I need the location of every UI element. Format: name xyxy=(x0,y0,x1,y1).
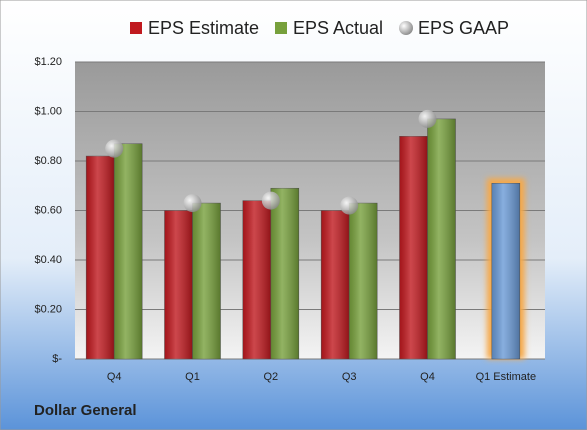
bar-shade xyxy=(321,210,350,359)
bar-shade xyxy=(270,188,299,359)
bar-shade xyxy=(192,203,221,359)
y-tick-label: $- xyxy=(52,353,62,365)
bar-shade xyxy=(114,143,143,359)
gaap-marker xyxy=(418,109,437,128)
legend-marker xyxy=(399,21,413,35)
y-tick-label: $0.60 xyxy=(34,204,62,216)
gaap-marker xyxy=(261,191,280,210)
x-tick-label: Q1 xyxy=(185,371,200,383)
x-tick-label: Q3 xyxy=(342,371,357,383)
bar-shade xyxy=(164,210,193,359)
legend-marker xyxy=(130,22,142,34)
gaap-marker xyxy=(340,196,359,215)
legend-label: EPS Estimate xyxy=(148,18,259,38)
y-tick-label: $0.40 xyxy=(34,254,62,266)
legend-marker xyxy=(275,22,287,34)
bar-shade xyxy=(427,118,456,359)
bar-shade xyxy=(242,200,271,359)
gaap-marker xyxy=(183,194,202,213)
x-tick-label: Q4 xyxy=(420,371,435,383)
y-tick-label: $0.20 xyxy=(34,303,62,315)
x-tick-label: Q4 xyxy=(107,371,122,383)
footer: Dollar General xyxy=(34,402,137,419)
x-tick-label: Q2 xyxy=(263,371,278,383)
bar-shade xyxy=(399,136,428,359)
x-tick-label: Q1 Estimate xyxy=(476,371,537,383)
y-tick-label: $1.20 xyxy=(34,56,62,68)
gaap-marker xyxy=(105,139,124,158)
y-tick-label: $0.80 xyxy=(34,155,62,167)
bar-shade xyxy=(491,183,520,359)
y-tick-label: $1.00 xyxy=(34,105,62,117)
bar-shade xyxy=(86,156,115,359)
legend-label: EPS Actual xyxy=(293,18,383,38)
bar-shade xyxy=(349,203,378,359)
legend-label: EPS GAAP xyxy=(418,18,509,38)
